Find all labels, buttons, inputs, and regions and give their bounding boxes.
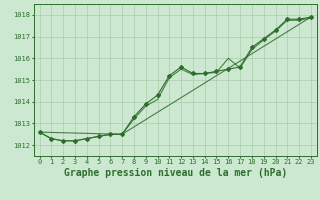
X-axis label: Graphe pression niveau de la mer (hPa): Graphe pression niveau de la mer (hPa) — [64, 168, 287, 178]
